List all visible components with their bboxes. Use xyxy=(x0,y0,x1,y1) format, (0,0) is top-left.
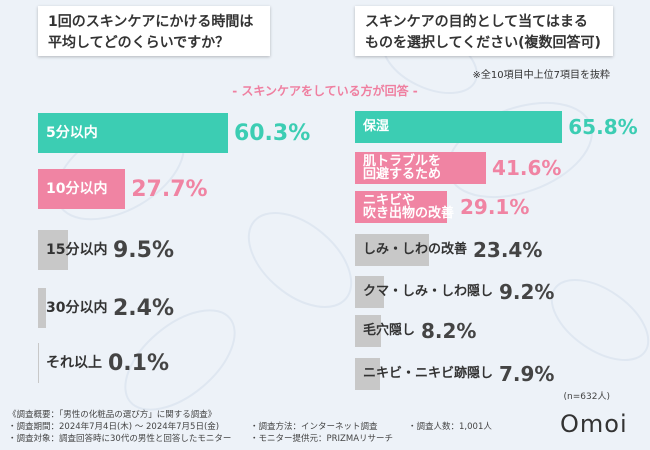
value-label: 2.4% xyxy=(113,295,175,321)
bar xyxy=(38,288,46,328)
value-label: 27.7% xyxy=(131,176,208,202)
footer-item: ・調査期間：2024年7月4日(木) ～ 2024年7月5日(金) xyxy=(8,422,220,432)
title-box: 1回のスキンケアにかける時間は 平均してどのくらいですか？ xyxy=(38,6,270,56)
footer-item: ・調査対象：調査回答時に30代の男性と回答したモニター xyxy=(8,434,232,444)
chart-title: スキンケアの目的として当てはまる xyxy=(365,14,588,30)
category-label: ニキビや 吹き出物の改善 xyxy=(363,192,455,222)
value-label: 0.1% xyxy=(108,350,170,376)
logo: Omoi xyxy=(560,410,628,438)
chart-title: 1回のスキンケアにかける時間は xyxy=(48,14,254,30)
value-label: 29.1% xyxy=(460,195,530,219)
footer-text: 調査方法：インターネット調査 xyxy=(258,422,378,432)
footer-heading: 《調査概要：「男性の化粧品の選び方」に関する調査》 xyxy=(8,410,217,420)
bar xyxy=(355,111,563,143)
value-label: 9.2% xyxy=(499,280,555,304)
title-box: スキンケアの目的として当てはまる ものを選択してください(複数回答可) xyxy=(355,6,613,56)
footer-item: ・モニター提供元：PRIZMAリサーチ xyxy=(250,434,394,444)
bar xyxy=(355,276,384,308)
value-label: 41.6% xyxy=(492,156,562,180)
category-label: 毛穴隠し xyxy=(363,323,416,338)
category-label: ニキビ・ニキビ跡隠し xyxy=(363,366,494,381)
category-label: 肌トラブルを 回避するため xyxy=(363,153,442,183)
category-label: 15分以内 xyxy=(46,241,108,258)
value-label: 7.9% xyxy=(499,362,555,386)
category-label: 保湿 xyxy=(363,119,390,134)
category-label: しみ・しわの改善 xyxy=(363,242,468,257)
footer-text: 調査対象：調査回答時に30代の男性と回答したモニター xyxy=(16,434,232,444)
category-label: 30分以内 xyxy=(46,299,108,316)
footer-text: 調査期間：2024年7月4日(木) ～ 2024年7月5日(金) xyxy=(16,422,220,432)
bar xyxy=(38,230,68,270)
footer-item: ・調査方法：インターネット調査 xyxy=(250,422,378,432)
bar xyxy=(355,152,487,184)
bar xyxy=(355,315,381,347)
category-label: それ以上 xyxy=(46,354,102,371)
bar xyxy=(355,191,447,223)
value-label: 60.3% xyxy=(233,120,311,146)
value-label: 8.2% xyxy=(421,319,477,343)
chart-title: 平均してどのくらいですか？ xyxy=(48,35,230,51)
bar xyxy=(38,113,228,153)
category-label: 5分以内 xyxy=(46,124,98,141)
footer-text: モニター提供元：PRIZMAリサーチ xyxy=(258,434,394,444)
subtitle: - スキンケアをしている方が回答 - xyxy=(232,84,418,98)
note: ※全10項目中上位7項目を抜粋 xyxy=(472,70,610,81)
sample-size: (n=632人) xyxy=(563,392,610,402)
bar xyxy=(355,358,380,390)
value-label: 9.5% xyxy=(113,237,175,263)
chart-title: ものを選択してください(複数回答可) xyxy=(365,35,601,51)
value-label: 23.4% xyxy=(473,238,543,262)
category-label: 10分以内 xyxy=(46,180,108,197)
category-label: クマ・しみ・しわ隠し xyxy=(363,284,494,299)
footer-item: ・調査人数：1,001人 xyxy=(408,422,492,432)
footer-text: 調査人数：1,001人 xyxy=(416,422,492,432)
value-label: 65.8% xyxy=(568,115,638,139)
bar xyxy=(355,234,429,266)
bar xyxy=(38,169,126,209)
